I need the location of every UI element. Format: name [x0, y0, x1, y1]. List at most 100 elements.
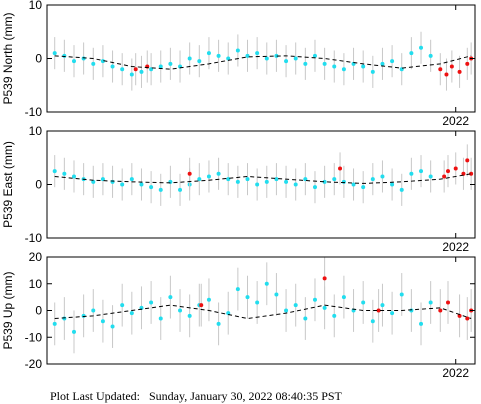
data-point [428, 53, 433, 58]
data-point [444, 72, 449, 77]
data-point [52, 169, 57, 174]
data-point [453, 166, 458, 171]
data-point [216, 321, 221, 326]
data-point [274, 292, 279, 297]
data-point [158, 316, 163, 321]
y-tick-label: -20 [25, 357, 43, 371]
data-point [129, 311, 134, 316]
data-point [465, 316, 470, 321]
y-axis-label: P539 North (mm) [1, 12, 15, 104]
data-point [332, 177, 337, 182]
data-point [264, 281, 269, 286]
data-point [322, 61, 327, 66]
data-point [351, 182, 356, 187]
data-point [62, 53, 67, 58]
y-tick-label: 10 [29, 0, 43, 12]
chart: -10 0 10 2022 P539 North (mm) -10 0 10 2022 P539 … [1, 0, 476, 380]
data-point [120, 182, 125, 187]
data-point [149, 300, 154, 305]
y-tick-label: -10 [25, 231, 43, 245]
data-point [390, 311, 395, 316]
data-point [303, 316, 308, 321]
data-point [341, 295, 346, 300]
data-point [158, 187, 163, 192]
data-point [457, 69, 462, 74]
data-point [264, 179, 269, 184]
y-tick-label: -10 [25, 330, 43, 344]
model-line [54, 55, 472, 70]
data-point [341, 67, 346, 72]
data-point [446, 169, 451, 174]
data-point [399, 187, 404, 192]
y-tick-label: -10 [25, 105, 43, 119]
data-point [284, 179, 289, 184]
data-point [158, 64, 163, 69]
data-point [71, 59, 76, 64]
data-point [91, 308, 96, 313]
data-point [245, 295, 250, 300]
x-tick-label: 2022 [442, 240, 469, 254]
data-point [255, 300, 260, 305]
data-point [303, 61, 308, 66]
data-point [380, 303, 385, 308]
data-point [457, 313, 462, 318]
data-point [216, 53, 221, 58]
data-point [376, 308, 381, 313]
data-point [100, 59, 105, 64]
model-line [54, 173, 472, 184]
plot-frame [46, 130, 476, 239]
data-point [91, 61, 96, 66]
data-point [312, 53, 317, 58]
data-point [293, 303, 298, 308]
data-point [100, 177, 105, 182]
data-point [245, 177, 250, 182]
y-axis-label: P539 Up (mm) [1, 271, 15, 349]
data-point [438, 67, 443, 72]
data-point [255, 182, 260, 187]
data-point [312, 297, 317, 302]
data-point [71, 174, 76, 179]
data-point [428, 300, 433, 305]
data-point [370, 69, 375, 74]
data-point [235, 48, 240, 53]
data-point [264, 56, 269, 61]
data-point [293, 182, 298, 187]
data-point [284, 308, 289, 313]
y-tick-label: 0 [35, 304, 42, 318]
plot-frame [46, 4, 476, 113]
data-point [332, 64, 337, 69]
data-point [461, 171, 466, 176]
data-point [110, 64, 115, 69]
data-point [226, 311, 231, 316]
data-point [206, 174, 211, 179]
data-point [322, 276, 327, 281]
y-tick-label: 0 [35, 178, 42, 192]
data-point [52, 321, 57, 326]
data-point [390, 59, 395, 64]
data-point [370, 319, 375, 324]
data-point [235, 179, 240, 184]
data-point [322, 305, 327, 310]
data-point [332, 313, 337, 318]
data-point [199, 303, 204, 308]
data-point [178, 308, 183, 313]
data-point [226, 56, 231, 61]
data-point [129, 72, 134, 77]
data-point [419, 169, 424, 174]
data-point [81, 56, 86, 61]
data-point [206, 51, 211, 56]
data-point [206, 297, 211, 302]
data-point [274, 177, 279, 182]
data-point [380, 174, 385, 179]
data-point [293, 56, 298, 61]
data-point [235, 287, 240, 292]
data-point [284, 59, 289, 64]
data-point [110, 324, 115, 329]
data-point [419, 321, 424, 326]
data-point [465, 158, 470, 163]
data-point [322, 179, 327, 184]
data-point [428, 174, 433, 179]
data-point [133, 67, 138, 72]
data-point [100, 319, 105, 324]
data-point [139, 69, 144, 74]
